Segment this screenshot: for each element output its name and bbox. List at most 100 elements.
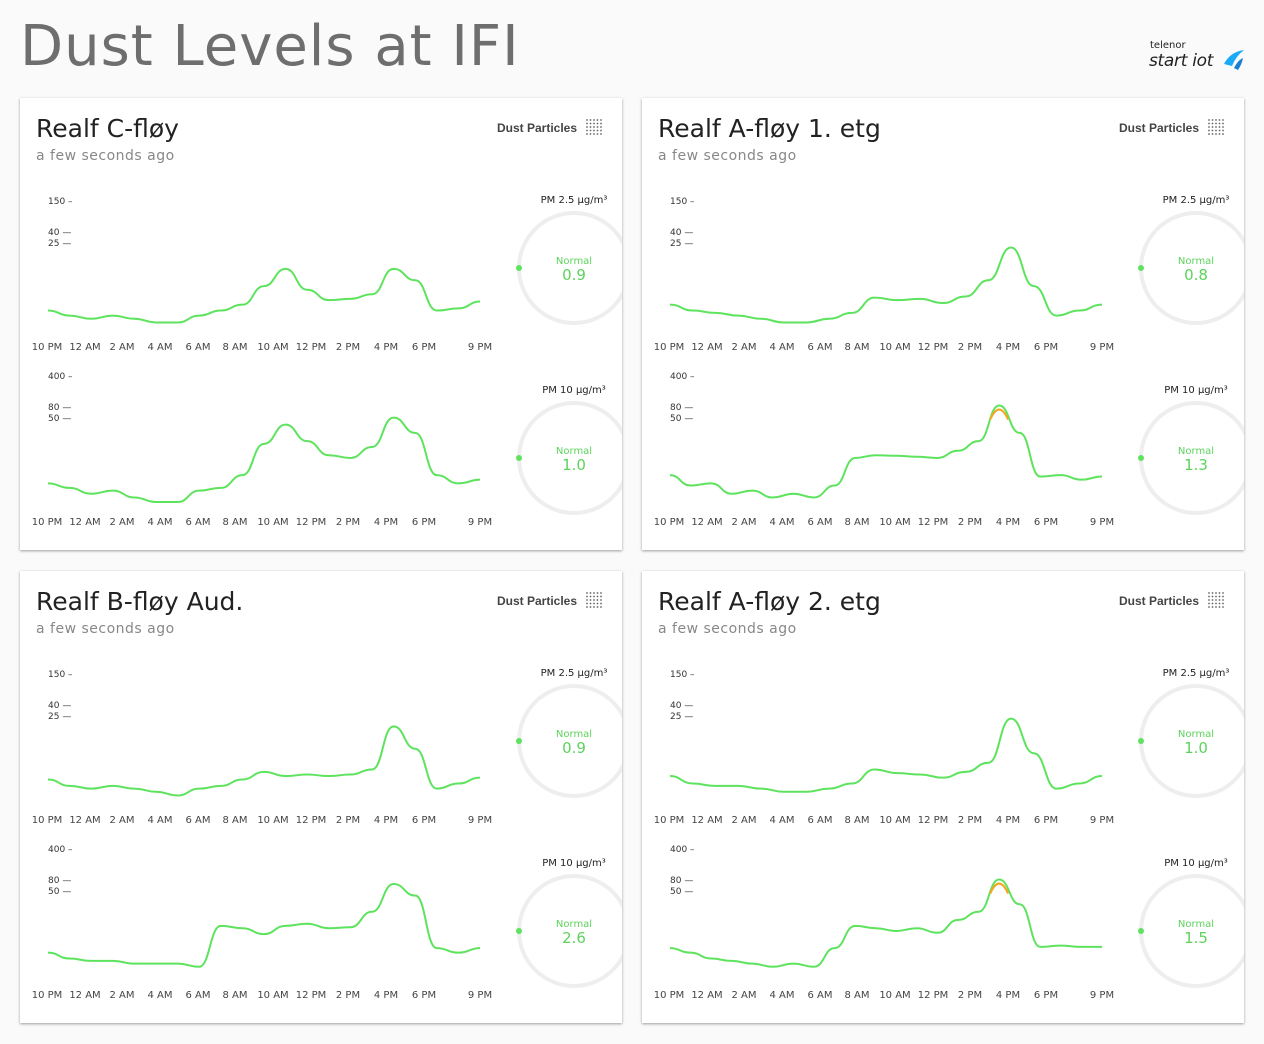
sensor-type-label: Dust Particles xyxy=(497,594,578,608)
x-axis-tick-label: 12 AM xyxy=(69,342,100,353)
y-axis-tick-label: 25 — xyxy=(48,712,71,722)
sensor-card: Realf A-fløy 2. etg a few seconds ago Dust… xyxy=(642,571,1244,1023)
x-axis-tick-label: 12 PM xyxy=(918,517,949,528)
y-axis-tick-label: 25 — xyxy=(670,239,693,249)
x-axis-tick-label: 6 PM xyxy=(412,990,436,1001)
pm25-series-line xyxy=(47,267,481,324)
y-axis-tick-label: 150 – xyxy=(670,670,695,680)
x-axis-tick-label: 12 AM xyxy=(69,990,100,1001)
y-axis-tick-label: 400 – xyxy=(48,845,73,855)
x-axis-tick-label: 12 AM xyxy=(691,517,722,528)
pm10-line-chart: 400 – 80 —50 — 10 PM 12 AM 2 AM 4 AM 6 AM 8 AM 1… xyxy=(654,372,1114,528)
x-axis-tick-label: 4 AM xyxy=(769,342,794,353)
x-axis-tick-label: 6 PM xyxy=(412,815,436,826)
pm10-line-chart: 400 – 80 —50 — 10 PM 12 AM 2 AM 4 AM 6 AM 8 AM 1… xyxy=(32,845,492,1001)
x-axis-tick-label: 6 PM xyxy=(412,517,436,528)
telenor-logo-icon xyxy=(1224,50,1244,70)
x-axis-tick-label: 12 AM xyxy=(691,815,722,826)
x-axis-tick-label: 2 PM xyxy=(336,990,360,1001)
pm25-line-chart: 150 – 40 —25 — 10 PM 12 AM 2 AM 4 AM 6 AM 8 AM 1… xyxy=(654,197,1114,353)
last-updated: a few seconds ago xyxy=(36,621,175,637)
x-axis-tick-label: 2 AM xyxy=(109,517,134,528)
gauge-label: PM 2.5 µg/m³ xyxy=(1163,668,1230,679)
gauge-indicator-dot xyxy=(1138,265,1144,271)
y-axis-tick-label: 40 — xyxy=(48,228,71,238)
gauge-value: 0.8 xyxy=(1184,266,1208,284)
x-axis-tick-label: 8 AM xyxy=(844,517,869,528)
gauge-status: Normal xyxy=(556,919,592,930)
y-axis-tick-label: 80 — xyxy=(670,403,693,413)
pm10-series-line xyxy=(47,882,481,968)
x-axis-tick-label: 4 PM xyxy=(374,990,398,1001)
x-axis-tick-label: 4 PM xyxy=(996,342,1020,353)
y-axis-tick-label: 50 — xyxy=(670,887,693,897)
x-axis-tick-label: 9 PM xyxy=(1090,517,1114,528)
x-axis-tick-label: 6 AM xyxy=(807,990,832,1001)
card-title: Realf A-fløy 1. etg xyxy=(658,114,881,143)
x-axis-tick-label: 10 AM xyxy=(879,990,910,1001)
y-axis-tick-label: 40 — xyxy=(670,228,693,238)
gauge-label: PM 10 µg/m³ xyxy=(542,858,606,869)
y-axis-tick-label: 50 — xyxy=(48,414,71,424)
x-axis-tick-label: 10 AM xyxy=(257,990,288,1001)
x-axis-tick-label: 10 AM xyxy=(879,342,910,353)
gauge-value: 2.6 xyxy=(562,929,586,947)
x-axis-tick-label: 12 PM xyxy=(918,815,949,826)
x-axis-tick-label: 8 AM xyxy=(222,815,247,826)
gauge-value: 0.9 xyxy=(562,266,586,284)
dots-grid-icon[interactable] xyxy=(585,118,603,136)
dots-grid-icon[interactable] xyxy=(585,591,603,609)
x-axis-tick-label: 2 AM xyxy=(109,342,134,353)
x-axis-tick-label: 4 AM xyxy=(147,990,172,1001)
x-axis-tick-label: 2 PM xyxy=(958,990,982,1001)
x-axis-tick-label: 2 PM xyxy=(958,342,982,353)
x-axis-tick-label: 2 PM xyxy=(336,517,360,528)
x-axis-tick-label: 10 PM xyxy=(32,342,63,353)
dots-grid-icon[interactable] xyxy=(1207,118,1225,136)
x-axis-tick-label: 12 PM xyxy=(918,342,949,353)
x-axis-tick-label: 8 AM xyxy=(844,342,869,353)
x-axis-tick-label: 12 AM xyxy=(691,990,722,1001)
x-axis-tick-label: 12 PM xyxy=(918,990,949,1001)
pm10-line-chart: 400 – 80 —50 — 10 PM 12 AM 2 AM 4 AM 6 AM 8 AM 1… xyxy=(32,372,492,528)
y-axis-tick-label: 40 — xyxy=(670,701,693,711)
gauge-value: 1.3 xyxy=(1184,456,1208,474)
y-axis-tick-label: 80 — xyxy=(48,876,71,886)
x-axis-tick-label: 6 AM xyxy=(807,517,832,528)
x-axis-tick-label: 10 AM xyxy=(879,815,910,826)
x-axis-tick-label: 10 PM xyxy=(32,815,63,826)
pm25-series-line xyxy=(669,246,1103,324)
y-axis-tick-label: 400 – xyxy=(670,845,695,855)
gauge-label: PM 2.5 µg/m³ xyxy=(541,195,608,206)
gauge-value: 1.0 xyxy=(562,456,586,474)
gauge-label: PM 10 µg/m³ xyxy=(1164,385,1228,396)
pm10-peak-highlight xyxy=(989,882,1010,894)
x-axis-tick-label: 2 PM xyxy=(336,342,360,353)
card-title: Realf C-fløy xyxy=(36,114,179,143)
x-axis-tick-label: 10 PM xyxy=(654,517,685,528)
x-axis-tick-label: 2 AM xyxy=(109,815,134,826)
gauge-status: Normal xyxy=(1178,919,1214,930)
last-updated: a few seconds ago xyxy=(36,148,175,164)
y-axis-tick-label: 150 – xyxy=(48,670,73,680)
x-axis-tick-label: 4 AM xyxy=(147,815,172,826)
x-axis-tick-label: 4 AM xyxy=(769,990,794,1001)
card-title: Realf A-fløy 2. etg xyxy=(658,587,881,616)
pm10-series-line xyxy=(47,416,481,503)
x-axis-tick-label: 9 PM xyxy=(1090,815,1114,826)
pm25-series-line xyxy=(47,725,481,797)
gauge-indicator-dot xyxy=(516,265,522,271)
pm25-line-chart: 150 – 40 —25 — 10 PM 12 AM 2 AM 4 AM 6 AM 8 AM 1… xyxy=(32,197,492,353)
dots-grid-icon[interactable] xyxy=(1207,591,1225,609)
x-axis-tick-label: 9 PM xyxy=(468,517,492,528)
x-axis-tick-label: 6 PM xyxy=(1034,815,1058,826)
x-axis-tick-label: 9 PM xyxy=(468,815,492,826)
x-axis-tick-label: 12 AM xyxy=(691,342,722,353)
x-axis-tick-label: 6 PM xyxy=(1034,342,1058,353)
pm25-line-chart: 150 – 40 —25 — 10 PM 12 AM 2 AM 4 AM 6 AM 8 AM 1… xyxy=(654,670,1114,826)
x-axis-tick-label: 6 AM xyxy=(807,815,832,826)
